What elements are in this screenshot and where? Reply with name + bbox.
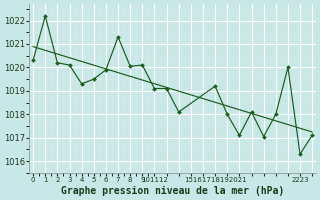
- X-axis label: Graphe pression niveau de la mer (hPa): Graphe pression niveau de la mer (hPa): [61, 186, 284, 196]
